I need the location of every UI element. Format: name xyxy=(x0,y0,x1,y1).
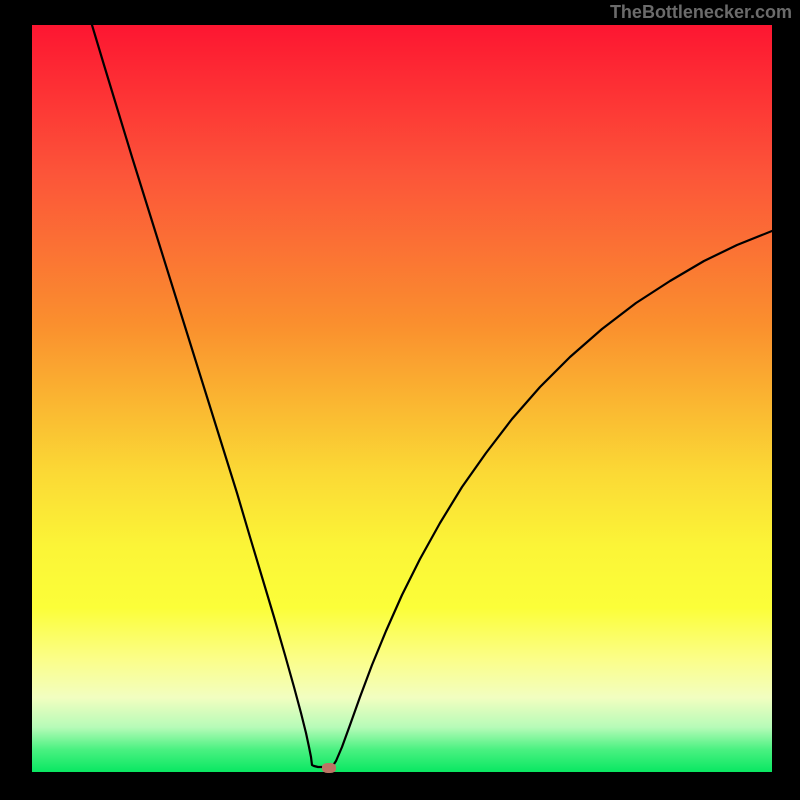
optimum-marker xyxy=(322,763,336,773)
watermark-text: TheBottlenecker.com xyxy=(610,2,792,23)
bottleneck-curve xyxy=(32,25,772,772)
curve-path xyxy=(92,25,772,767)
plot-area xyxy=(32,25,772,772)
